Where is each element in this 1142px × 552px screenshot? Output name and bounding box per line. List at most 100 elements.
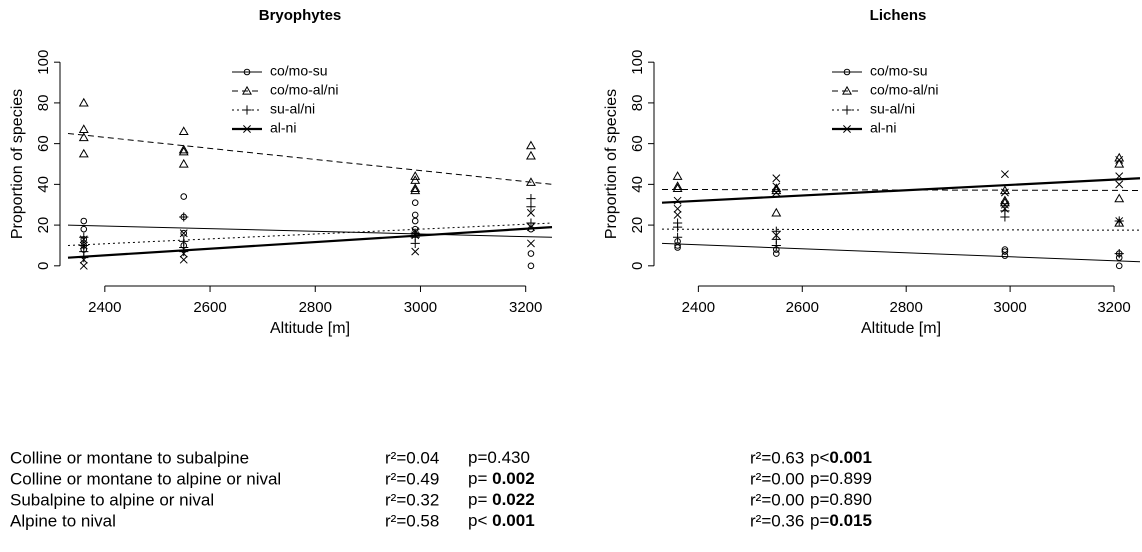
p-value: p= 0.002 bbox=[468, 469, 535, 488]
r-squared: r²=0.58 bbox=[385, 511, 439, 530]
marker bbox=[243, 125, 251, 133]
p-operator: p= bbox=[468, 490, 492, 509]
marker bbox=[527, 262, 535, 270]
fit-line bbox=[661, 177, 1141, 204]
marker bbox=[771, 207, 782, 217]
chart-title: Bryophytes bbox=[259, 7, 342, 24]
marker bbox=[178, 126, 189, 136]
marker bbox=[410, 238, 420, 249]
marker bbox=[1001, 248, 1009, 255]
p-number: 0.001 bbox=[492, 511, 535, 530]
marker bbox=[1114, 158, 1125, 168]
p-number: 0.899 bbox=[829, 469, 872, 488]
p-operator: p< bbox=[468, 511, 492, 530]
marker bbox=[672, 181, 683, 190]
p-operator: p= bbox=[810, 511, 829, 530]
marker bbox=[771, 240, 781, 251]
marker bbox=[525, 140, 536, 150]
marker bbox=[771, 226, 781, 236]
r-squared: r²=0.32 bbox=[385, 490, 439, 509]
marker bbox=[674, 242, 681, 249]
marker bbox=[843, 68, 851, 76]
marker bbox=[178, 144, 189, 154]
y-axis-label: Proportion of species bbox=[603, 89, 620, 239]
marker bbox=[1115, 155, 1124, 164]
chart-title: Lichens bbox=[870, 7, 927, 24]
marker bbox=[1114, 249, 1124, 259]
marker bbox=[78, 124, 89, 133]
marker bbox=[411, 211, 419, 219]
marker bbox=[411, 247, 420, 256]
marker bbox=[410, 183, 421, 193]
marker bbox=[527, 223, 535, 232]
p-value: p=0.430 bbox=[468, 448, 530, 467]
marker bbox=[79, 241, 88, 250]
marker bbox=[80, 225, 88, 233]
marker bbox=[411, 199, 419, 206]
row-label: Subalpine to alpine or nival bbox=[10, 490, 214, 509]
row-label: Colline or montane to alpine or nival bbox=[10, 469, 281, 488]
x-tick-label: 2800 bbox=[890, 299, 923, 316]
y-tick-label: 80 bbox=[629, 95, 646, 112]
p-value: p<0.001 bbox=[810, 448, 872, 467]
marker bbox=[1115, 262, 1123, 270]
marker bbox=[79, 261, 88, 270]
y-tick-label: 0 bbox=[35, 262, 52, 270]
marker bbox=[78, 132, 89, 142]
marker bbox=[526, 194, 536, 204]
p-number: 0.015 bbox=[829, 511, 872, 530]
legend-label: su-al/ni bbox=[870, 101, 915, 117]
p-value: p=0.890 bbox=[810, 490, 872, 509]
marker bbox=[411, 227, 420, 236]
r-squared: r²=0.04 bbox=[385, 448, 439, 467]
r-squared: r²=0.00 bbox=[750, 469, 804, 488]
marker bbox=[842, 85, 852, 95]
marker bbox=[1000, 200, 1009, 209]
y-tick-label: 20 bbox=[629, 217, 646, 234]
x-tick-label: 3200 bbox=[1097, 299, 1130, 316]
marker bbox=[527, 239, 535, 248]
marker bbox=[999, 195, 1010, 205]
marker bbox=[78, 97, 89, 107]
r-squared: r²=0.36 bbox=[750, 511, 804, 530]
marker bbox=[179, 212, 189, 222]
x-tick-label: 2400 bbox=[88, 299, 121, 316]
legend-label: su-al/ni bbox=[270, 101, 315, 117]
marker bbox=[180, 193, 188, 200]
y-tick-label: 80 bbox=[35, 95, 52, 112]
marker bbox=[1115, 172, 1124, 181]
marker bbox=[525, 150, 536, 160]
y-tick-label: 100 bbox=[35, 50, 52, 75]
marker bbox=[1114, 193, 1125, 203]
y-tick-label: 40 bbox=[629, 176, 646, 193]
marker bbox=[179, 255, 188, 264]
p-operator: p= bbox=[468, 469, 492, 488]
legend-label: al-ni bbox=[870, 120, 896, 136]
marker bbox=[410, 171, 421, 180]
legend-label: co/mo-su bbox=[270, 63, 328, 79]
p-number: 0.002 bbox=[492, 469, 535, 488]
marker bbox=[411, 217, 419, 225]
y-tick-label: 60 bbox=[629, 135, 646, 152]
x-tick-label: 3200 bbox=[509, 299, 542, 316]
fit-line bbox=[67, 224, 553, 238]
y-tick-label: 60 bbox=[35, 135, 52, 152]
fit-line bbox=[67, 222, 553, 246]
p-operator: p= bbox=[810, 490, 829, 509]
x-tick-label: 2600 bbox=[786, 299, 819, 316]
r-squared: r²=0.49 bbox=[385, 469, 439, 488]
marker bbox=[411, 231, 420, 240]
x-axis-label: Altitude [m] bbox=[270, 320, 350, 337]
marker bbox=[180, 229, 188, 237]
x-tick-label: 2800 bbox=[299, 299, 332, 316]
y-tick-label: 100 bbox=[629, 50, 646, 75]
marker bbox=[1000, 188, 1009, 197]
marker bbox=[80, 217, 88, 225]
p-number: 0.022 bbox=[492, 490, 535, 509]
marker bbox=[673, 210, 682, 219]
fit-line bbox=[661, 228, 1141, 231]
r-squared: r²=0.63 bbox=[750, 448, 804, 467]
marker bbox=[772, 231, 781, 240]
marker bbox=[772, 174, 781, 183]
